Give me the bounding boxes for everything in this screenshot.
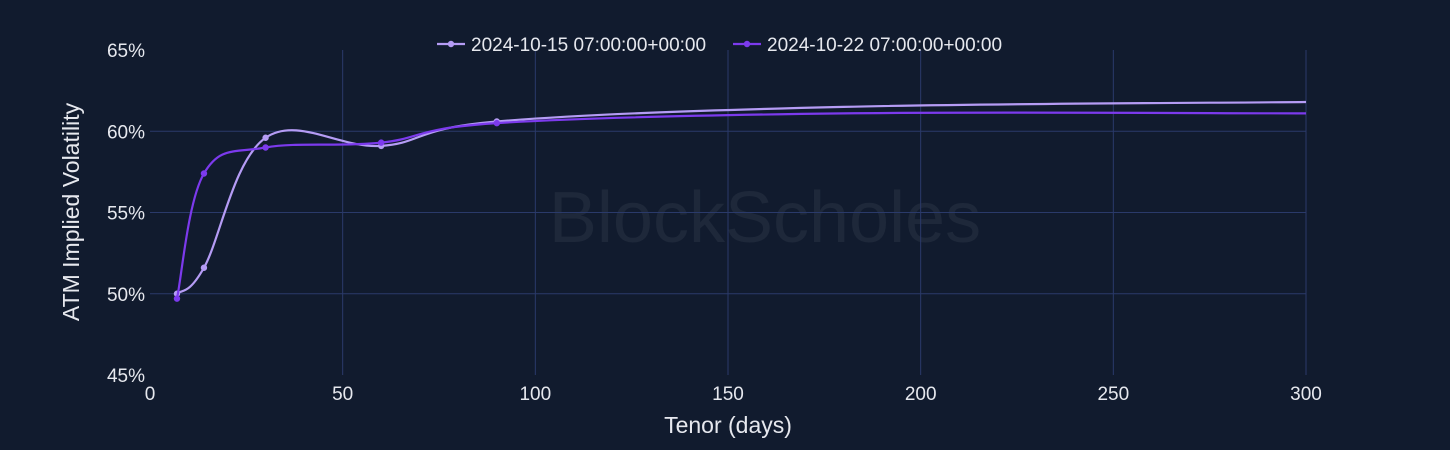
x-tick-label: 200 bbox=[905, 384, 937, 405]
y-tick-label: 55% bbox=[107, 204, 145, 225]
grid bbox=[150, 50, 1307, 375]
legend-label: 2024-10-15 07:00:00+00:00 bbox=[471, 35, 706, 56]
x-axis-title: Tenor (days) bbox=[664, 412, 792, 438]
series-2 bbox=[173, 111, 1307, 302]
legend-item: 2024-10-15 07:00:00+00:00 bbox=[437, 35, 706, 56]
x-tick-label: 300 bbox=[1290, 384, 1322, 405]
x-tick-label: 150 bbox=[712, 384, 744, 405]
y-axis-title: ATM Implied Volatility bbox=[58, 102, 84, 321]
legend-swatch-marker bbox=[447, 40, 455, 48]
x-tick-label: 100 bbox=[519, 384, 551, 405]
series-layer bbox=[173, 100, 1307, 302]
series-line bbox=[175, 111, 1307, 299]
x-tick-label: 0 bbox=[145, 384, 156, 405]
data-point bbox=[200, 170, 208, 177]
tick-labels: 0 50 100 150 200 250 300 45% 50% 55% 60% 65% bbox=[107, 41, 1322, 405]
y-tick-label: 45% bbox=[107, 366, 145, 387]
data-point bbox=[262, 134, 269, 141]
watermark: BlockScholes bbox=[549, 178, 981, 258]
data-point bbox=[200, 264, 208, 271]
x-tick-label: 250 bbox=[1097, 384, 1129, 405]
legend-swatch-marker bbox=[743, 40, 751, 48]
y-tick-label: 60% bbox=[107, 122, 145, 143]
legend: 2024-10-15 07:00:00+00:00 2024-10-22 07:0… bbox=[437, 35, 1002, 56]
y-tick-label: 50% bbox=[107, 285, 145, 306]
data-point bbox=[173, 295, 181, 302]
legend-item: 2024-10-22 07:00:00+00:00 bbox=[733, 35, 1002, 56]
legend-label: 2024-10-22 07:00:00+00:00 bbox=[767, 35, 1002, 56]
y-tick-label: 65% bbox=[107, 41, 145, 62]
x-tick-label: 50 bbox=[332, 384, 353, 405]
data-point bbox=[262, 144, 269, 151]
data-point bbox=[493, 119, 500, 127]
data-point bbox=[378, 139, 385, 146]
